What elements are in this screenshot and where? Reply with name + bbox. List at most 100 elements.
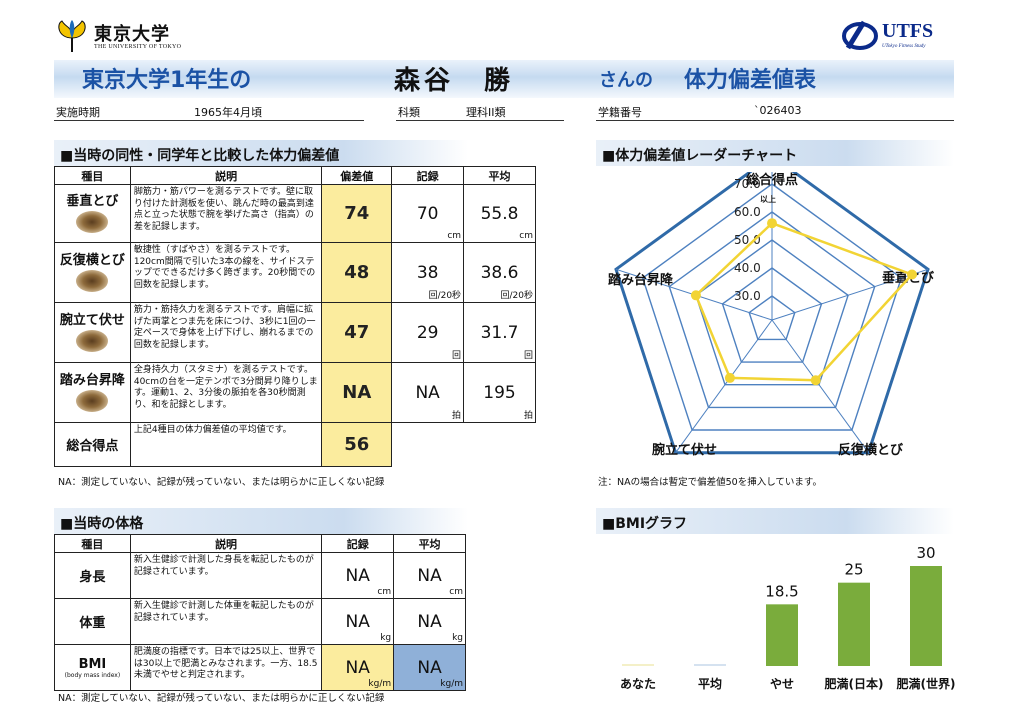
row-desc: 筋力・筋持久力を測るテストです。肩幅に拡げた両掌とつま先を床につけ、3秒に1回の… <box>129 302 323 363</box>
radar-point <box>690 290 701 301</box>
radar-axis-label: 総合得点 <box>746 172 798 188</box>
total-desc: 上記4種目の体力偏差値の平均値です。 <box>129 422 323 467</box>
row-average: 55.8 <box>480 203 519 224</box>
row-record-unit: cm <box>377 587 392 597</box>
row-record: NA <box>345 611 370 632</box>
radar-series-line <box>694 221 915 382</box>
student-name: 森谷 勝 <box>394 66 515 96</box>
ut-logo-sub: THE UNIVERSITY OF TOKYO <box>94 44 182 50</box>
body-note: NA：測定していない、記録が残っていない、または明らかに正しくない記録 <box>58 693 385 704</box>
bmi-bar-value: 18.5 <box>765 582 798 600</box>
radar-point <box>724 372 735 383</box>
step-test-photo <box>76 390 109 412</box>
body-table: 種目 説明 記録 平均 身長 新入生健診で計測した身長を転記したものが記録されて… <box>54 534 466 691</box>
fitness-table: 種目 説明 偏差値 記録 平均 垂直とび 脚筋力・筋パワーを測るテストです。壁に… <box>54 166 536 467</box>
row-average-unit: cm <box>519 231 533 241</box>
radar-chart: 30.040.050.060.070.0以上 総合得点垂直とび反復横とび腕立て伏… <box>608 172 935 458</box>
row-kind: 踏み台昇降 <box>59 373 125 388</box>
bmi-category-label: 平均 <box>698 676 722 691</box>
course-value: 理科II類 <box>466 106 506 119</box>
bmi-section-title: ■BMIグラフ <box>596 508 954 534</box>
bmi-bar <box>622 664 654 666</box>
row-record-unit: kg/m <box>368 679 392 689</box>
table-row: 腕立て伏せ 筋力・筋持久力を測るテストです。肩幅に拡げた両掌とつま先を床につけ、… <box>54 302 536 363</box>
pushup-photo <box>76 330 109 352</box>
bmi-bar-value: 30 <box>916 544 935 562</box>
radar-grid-ring <box>721 267 823 363</box>
row-average-unit: 回 <box>523 351 533 361</box>
bmi-bar <box>838 582 870 666</box>
radar-grid-ring <box>614 172 930 455</box>
radar-spoke <box>771 319 869 453</box>
col-rec: 記録 <box>391 166 465 185</box>
table-row: 身長 新入生健診で計測した身長を転記したものが記録されています。 NA cm NA… <box>54 552 466 599</box>
fitness-section-title: ■当時の同性・同学年と比較した体力偏差値 <box>54 140 468 166</box>
row-average: 38.6 <box>480 262 519 283</box>
ut-logo: 東京大学 THE UNIVERSITY OF TOKYO <box>54 18 234 60</box>
radar-grid-ring <box>748 295 796 341</box>
id-label: 学籍番号 <box>598 106 642 119</box>
course-row: 科類 理科II類 <box>396 101 564 121</box>
utfs-logo: UTFS UTokyo Fitness Study <box>838 18 968 58</box>
bmi-category-label: 肥満(世界) <box>897 676 956 691</box>
table-row: 体重 新入生健診で計測した体重を転記したものが記録されています。 NA kg NA… <box>54 598 466 645</box>
bmi-bar-value: 25 <box>844 561 863 579</box>
jump-photo <box>76 211 109 233</box>
row-kind: 垂直とび <box>66 194 119 209</box>
date-row: 実施時期 1965年4月頃 <box>54 101 364 121</box>
row-record-unit: 回/20秒 <box>428 291 462 301</box>
radar-spoke <box>675 319 773 453</box>
radar-grid <box>614 172 930 455</box>
bmi-bars: あなた 平均 18.5 やせ 25 肥満(日本) 30 肥満(世界) <box>620 544 956 691</box>
radar-tick-note: 以上 <box>760 194 776 204</box>
row-deviation: NA <box>321 362 393 423</box>
bmi-category-label: あなた <box>620 677 656 691</box>
row-kind-sub: (body mass index) <box>64 671 121 679</box>
col-avg: 平均 <box>463 166 536 185</box>
row-kind: 腕立て伏せ <box>59 313 125 328</box>
radar-tick-label: 40.0 <box>734 261 761 275</box>
id-row: 学籍番号 `026403 <box>596 101 954 121</box>
title-suffix: 体力偏差値表 <box>684 68 817 93</box>
row-average-unit: kg <box>452 633 463 643</box>
row-desc: 新入生健診で計測した体重を転記したものが記録されています。 <box>129 598 323 645</box>
col-rec: 記録 <box>321 534 395 553</box>
radar-section-title: ■体力偏差値レーダーチャート <box>596 140 954 166</box>
utfs-swoosh-icon <box>842 20 878 50</box>
title-banner: 東京大学1年生の 森谷 勝 さんの 体力偏差値表 <box>54 60 954 98</box>
row-deviation: 48 <box>321 242 393 303</box>
radar-grid-ring <box>695 239 849 386</box>
date-value: 1965年4月頃 <box>194 106 262 119</box>
row-average: NA <box>417 611 442 632</box>
row-average-unit: kg/m <box>440 679 463 689</box>
row-average: 195 <box>483 382 516 403</box>
radar-point <box>810 375 821 386</box>
row-record-unit: 回 <box>452 351 462 361</box>
col-desc: 説明 <box>129 534 323 553</box>
row-desc: 脚筋力・筋パワーを測るテストです。壁に取り付けた計測板を使い、跳んだ時の最高到達… <box>129 184 323 243</box>
row-record: 70 <box>416 203 439 224</box>
radar-axis-label: 腕立て伏せ <box>652 442 717 458</box>
radar-tick-label: 70.0 <box>734 177 761 191</box>
radar-axis-label: 踏み台昇降 <box>608 272 674 288</box>
row-deviation: 74 <box>321 184 393 243</box>
table-row: 反復横とび 敏捷性（すばやさ）を測るテストです。120cm間隔で引いた3本の線を… <box>54 242 536 303</box>
row-record: NA <box>345 565 370 586</box>
total-deviation: 56 <box>321 422 393 467</box>
row-record: 29 <box>416 322 439 343</box>
total-kind: 総合得点 <box>54 422 131 467</box>
row-record: NA <box>345 657 370 678</box>
title-prefix: 東京大学1年生の <box>82 68 252 93</box>
radar-series <box>690 218 917 386</box>
row-average: NA <box>417 565 442 586</box>
radar-tick-label: 60.0 <box>734 205 761 219</box>
row-desc: 敏捷性（すばやさ）を測るテストです。120cm間隔で引いた3本の線を、サイドステ… <box>129 242 323 303</box>
row-kind: 体重 <box>54 598 131 645</box>
total-row: 総合得点 上記4種目の体力偏差値の平均値です。 56 <box>54 422 536 467</box>
side-step-photo <box>76 270 109 292</box>
course-label: 科類 <box>398 106 420 119</box>
row-record: NA <box>415 382 440 403</box>
radar-ticks: 30.0 40.0 50.0 60.0 70.0 以上 <box>734 177 776 303</box>
ut-logo-text: 東京大学 <box>94 24 170 45</box>
utfs-logo-text: UTFS <box>882 20 934 42</box>
